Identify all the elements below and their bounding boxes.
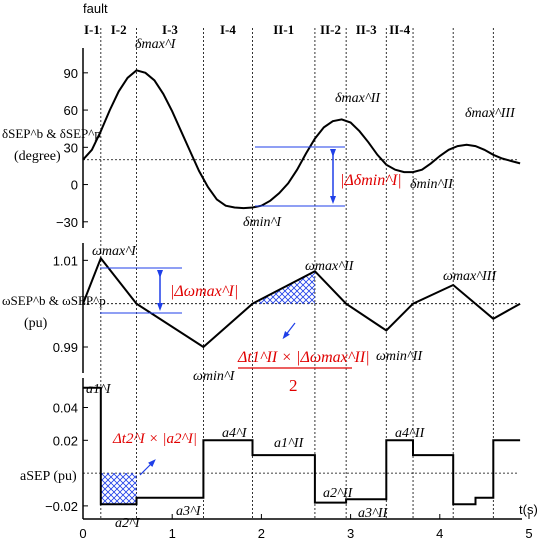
- omega-diff-label: |Δωmax^I|: [170, 283, 238, 300]
- x-axis: 0 1 2 3 4 5 t(s): [79, 502, 537, 541]
- stage-label: I-4: [220, 22, 236, 37]
- x-tick-label: 0: [79, 526, 86, 541]
- delta-ylabel-line2: (degree): [14, 149, 61, 164]
- stage-label: II-2: [320, 22, 341, 37]
- accel-curve: [83, 386, 521, 506]
- y-tick-label: 1.01: [53, 253, 78, 268]
- y-tick-label: −0.02: [45, 499, 78, 514]
- delta-diff-label: |Δδmin^I|: [340, 172, 402, 189]
- stage-labels: I-1 I-2 I-3 I-4 II-1 II-2 II-3 II-4: [84, 22, 411, 37]
- y-tick-label: 30: [64, 140, 78, 155]
- x-axis-label: t(s): [519, 502, 538, 517]
- omega-y-ticks: 1.01 0.99: [53, 253, 88, 355]
- stage-label: II-3: [356, 22, 377, 37]
- omega-max-2-label: ωmax^II: [305, 259, 355, 274]
- area-product-label: Δt2^I × |a2^I|: [112, 431, 197, 447]
- accel-hatch-arrow: [139, 459, 156, 476]
- delta-curve: [82, 69, 521, 210]
- y-tick-label: 90: [64, 66, 78, 81]
- y-tick-label: 0: [71, 178, 78, 193]
- area-formula-denominator: 2: [289, 376, 298, 395]
- omega-panel: 1.01 0.99 ωmax^I ωmin^I ωmax^II ωmin^II ω…: [2, 243, 521, 395]
- stage-label: II-4: [389, 22, 410, 37]
- omega-ylabel-line1: ωSEP^b & ωSEP^p: [2, 293, 106, 308]
- y-tick-label: 60: [64, 103, 78, 118]
- omega-ylabel-line2: (pu): [24, 316, 48, 331]
- accel-panel: 0.040.02−0.02 a1^I a2^I a3^I a4^I a1^II …: [20, 378, 521, 531]
- x-ticks: 0 1 2 3 4 5: [79, 514, 533, 541]
- delta-panel: 90 60 30 0 −30 δmax^I δmin^I δmax^II δmin^II…: [2, 37, 521, 230]
- accel-hatched-area: [100, 473, 137, 505]
- a4-1-label: a4^I: [222, 426, 248, 441]
- delta-y-ticks: 90 60 30 0 −30: [56, 66, 88, 230]
- stage-label: I-3: [162, 22, 178, 37]
- stage-label: I-1: [84, 22, 100, 37]
- a1-1-label: a1^I: [86, 382, 112, 397]
- y-tick-label: 0.04: [53, 401, 78, 416]
- delta-max-2-label: δmax^II: [335, 91, 381, 106]
- delta-min-1-label: δmin^I: [243, 215, 282, 230]
- fault-label: fault: [83, 1, 108, 16]
- omega-curve: [82, 256, 521, 349]
- y-tick-label: 0.99: [53, 340, 78, 355]
- x-tick-label: 3: [347, 526, 354, 541]
- omega-min-1-label: ωmin^I: [193, 369, 236, 384]
- stage-label: II-1: [273, 22, 294, 37]
- omega-max-1-label: ωmax^I: [92, 244, 137, 259]
- delta-max-3-label: δmax^III: [465, 106, 516, 121]
- x-tick-label: 1: [169, 526, 176, 541]
- stage-marker-lines: [100, 28, 494, 519]
- a3-2-label: a3^II: [358, 506, 389, 521]
- accel-ylabel: aSEP (pu): [20, 469, 77, 484]
- stage-label: I-2: [111, 22, 127, 37]
- delta-min-2-label: δmin^II: [410, 177, 454, 192]
- accel-y-ticks: 0.04 0.02 −0.02: [45, 401, 88, 514]
- x-tick-label: 2: [258, 526, 265, 541]
- omega-hatch-arrow: [282, 322, 296, 340]
- area-formula-numerator: Δt1^II × |Δωmax^II|: [237, 349, 370, 366]
- x-tick-label: 5: [525, 526, 532, 541]
- delta-ylabel-line1: δSEP^b & δSEP^p: [2, 126, 101, 141]
- delta-max-1-label: δmax^I: [135, 37, 177, 52]
- a2-2-label: a2^II: [323, 486, 354, 501]
- a1-2-label: a1^II: [274, 436, 305, 451]
- a3-1-label: a3^I: [176, 504, 202, 519]
- y-tick-label: −30: [56, 215, 78, 230]
- omega-min-2-label: ωmin^II: [376, 349, 423, 364]
- x-tick-label: 4: [436, 526, 443, 541]
- y-tick-label: 0.02: [53, 433, 78, 448]
- omega-max-3-label: ωmax^III: [443, 269, 497, 284]
- a4-2-label: a4^II: [395, 426, 426, 441]
